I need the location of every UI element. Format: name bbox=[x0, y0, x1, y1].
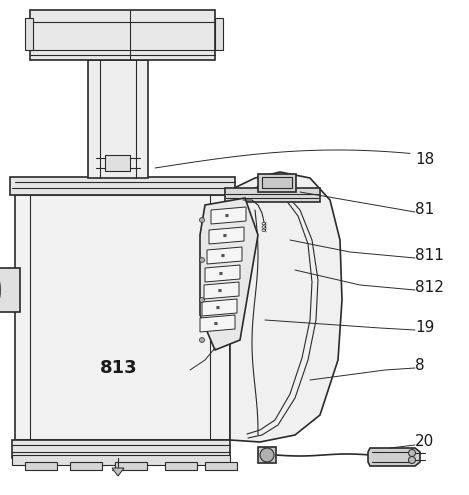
Circle shape bbox=[199, 297, 204, 302]
Text: 20: 20 bbox=[415, 435, 434, 449]
Polygon shape bbox=[204, 282, 239, 299]
Bar bbox=[105, 155, 130, 171]
Text: ■: ■ bbox=[213, 322, 218, 326]
Circle shape bbox=[199, 257, 204, 262]
Text: 813: 813 bbox=[100, 359, 137, 377]
Bar bbox=[25, 18, 33, 50]
Bar bbox=[215, 18, 223, 50]
Circle shape bbox=[260, 448, 274, 462]
Bar bbox=[12, 440, 230, 458]
Circle shape bbox=[199, 217, 204, 222]
Bar bbox=[0, 268, 20, 312]
Text: 8: 8 bbox=[415, 357, 424, 373]
Bar bbox=[205, 462, 237, 470]
Polygon shape bbox=[368, 448, 420, 466]
Text: ■: ■ bbox=[219, 272, 222, 276]
Polygon shape bbox=[202, 299, 237, 316]
Bar bbox=[88, 60, 148, 178]
Bar bbox=[225, 188, 320, 202]
Circle shape bbox=[408, 456, 416, 463]
Bar bbox=[258, 174, 296, 192]
Circle shape bbox=[408, 449, 416, 456]
Bar bbox=[15, 195, 230, 440]
Text: 811: 811 bbox=[415, 248, 444, 262]
Text: ■: ■ bbox=[223, 234, 227, 238]
Bar bbox=[165, 462, 197, 470]
Text: ■: ■ bbox=[220, 254, 225, 258]
Text: 812: 812 bbox=[415, 280, 444, 295]
Bar bbox=[12, 455, 230, 465]
Bar bbox=[25, 462, 57, 470]
Polygon shape bbox=[200, 198, 258, 350]
Bar bbox=[70, 462, 102, 470]
Bar bbox=[10, 177, 235, 195]
Polygon shape bbox=[112, 468, 124, 476]
Text: 18: 18 bbox=[415, 152, 434, 167]
Bar bbox=[30, 10, 215, 60]
Text: 81: 81 bbox=[415, 202, 434, 217]
Text: ■: ■ bbox=[216, 306, 219, 310]
Bar bbox=[258, 447, 276, 463]
Circle shape bbox=[199, 338, 204, 343]
Bar bbox=[115, 462, 147, 470]
Text: 19: 19 bbox=[415, 319, 434, 335]
Text: ■: ■ bbox=[218, 289, 221, 293]
Text: ■: ■ bbox=[225, 214, 228, 218]
Bar bbox=[262, 177, 292, 188]
Polygon shape bbox=[230, 172, 342, 442]
Polygon shape bbox=[211, 207, 246, 224]
Polygon shape bbox=[205, 265, 240, 282]
Polygon shape bbox=[200, 315, 235, 332]
Polygon shape bbox=[207, 247, 242, 264]
Polygon shape bbox=[209, 227, 244, 244]
